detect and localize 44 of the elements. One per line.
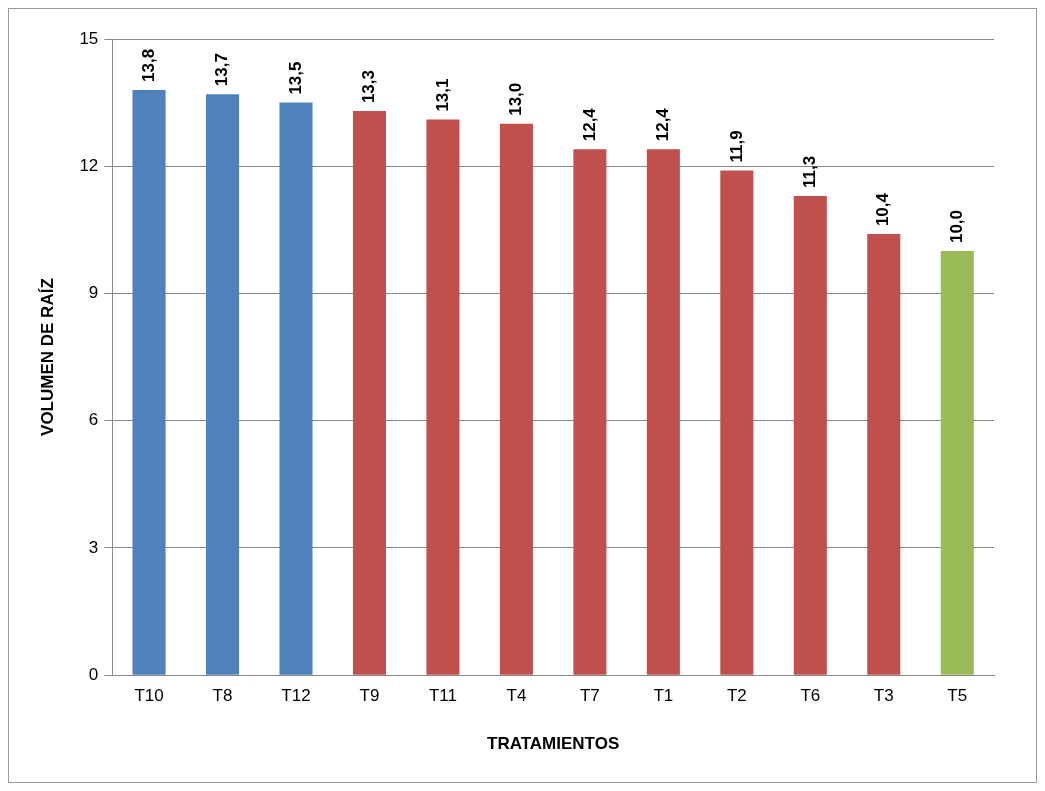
x-tick-label: T10 bbox=[134, 686, 164, 706]
x-tick-label: T6 bbox=[800, 686, 821, 706]
bar bbox=[352, 111, 386, 675]
data-label: 13,5 bbox=[285, 61, 305, 95]
data-label: 11,3 bbox=[800, 155, 819, 188]
y-tick-label: 6 bbox=[88, 410, 99, 430]
x-tick-label: T3 bbox=[873, 686, 894, 706]
x-tick-label: T7 bbox=[579, 686, 600, 706]
x-tick-label: T9 bbox=[359, 686, 380, 706]
y-tick-label: 0 bbox=[88, 664, 99, 684]
data-label: 13,7 bbox=[212, 53, 232, 87]
x-tick-label: T5 bbox=[947, 686, 968, 706]
data-label: 10,0 bbox=[946, 209, 966, 244]
y-axis-title: VOLUMEN DE RAÍZ bbox=[37, 278, 57, 436]
y-tick-label: 15 bbox=[79, 28, 99, 48]
x-tick-label: T8 bbox=[212, 686, 233, 706]
bar bbox=[573, 149, 607, 675]
data-label: 11,9 bbox=[726, 130, 746, 163]
bar bbox=[205, 94, 240, 675]
bar bbox=[499, 123, 533, 675]
x-tick-label: T11 bbox=[428, 686, 457, 706]
data-label: 10,4 bbox=[873, 192, 893, 227]
x-tick-label: T4 bbox=[506, 686, 527, 706]
x-axis-title: TRATAMIENTOS bbox=[487, 734, 620, 754]
bar bbox=[867, 234, 901, 675]
x-tick-label: T12 bbox=[281, 686, 311, 706]
data-label: 12,4 bbox=[653, 107, 673, 142]
y-tick-label: 3 bbox=[88, 537, 99, 557]
y-tick-label: 12 bbox=[79, 155, 99, 175]
y-tick-label: 9 bbox=[88, 283, 99, 303]
data-label: 12,4 bbox=[579, 107, 599, 142]
data-label: 13,1 bbox=[432, 78, 452, 112]
x-tick-label: T2 bbox=[726, 686, 747, 706]
bar bbox=[720, 170, 754, 675]
bar bbox=[646, 149, 680, 675]
bar bbox=[279, 102, 313, 675]
bar bbox=[426, 119, 460, 675]
data-label: 13,3 bbox=[359, 70, 379, 104]
x-tick-label: T1 bbox=[653, 686, 674, 706]
bar bbox=[132, 89, 166, 675]
bar bbox=[940, 251, 974, 675]
data-label: 13,8 bbox=[138, 48, 158, 82]
data-label: 13,0 bbox=[506, 82, 526, 116]
bar bbox=[793, 195, 827, 675]
